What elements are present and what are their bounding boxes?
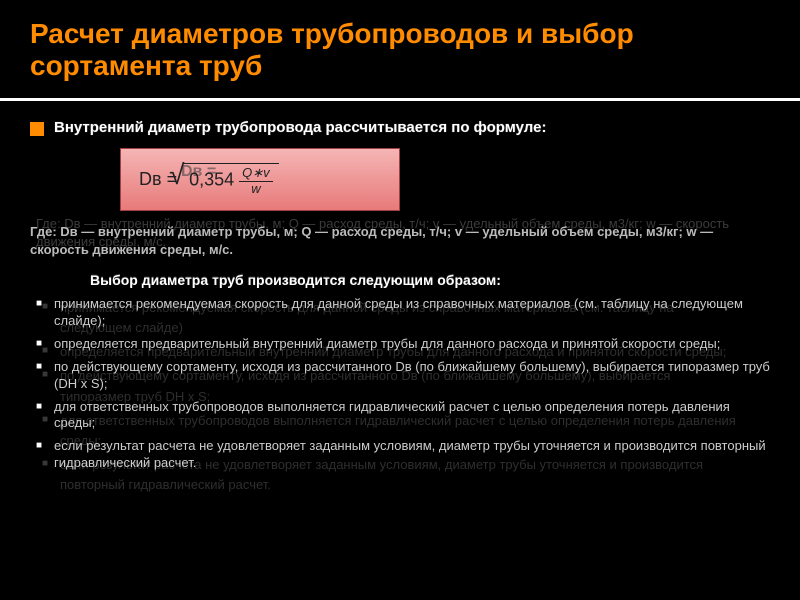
- step-text: по действующему сортаменту, исходя из ра…: [54, 359, 770, 391]
- formula-inner: Dв = √ 0,354 Q∗v w: [139, 163, 381, 196]
- step-item: для ответственных трубопроводов выполняе…: [36, 399, 770, 433]
- formula-numerator: Q∗v: [239, 166, 273, 181]
- steps-wrapper: принимается рекомендуемая скорость для д…: [30, 296, 770, 472]
- formula-coef: 0,354: [189, 170, 234, 190]
- formula-denominator: w: [248, 182, 263, 196]
- step-text: если результат расчета не удовлетворяет …: [54, 438, 766, 470]
- step-text: определяется предварительный внутренний …: [54, 336, 720, 351]
- step-text: для ответственных трубопроводов выполняе…: [54, 399, 730, 431]
- where-block: Где: Dв — внутренний диаметр трубы, м; Q…: [30, 223, 770, 258]
- content-area: Внутренний диаметр трубопровода рассчиты…: [0, 119, 800, 472]
- step-item: если результат расчета не удовлетворяет …: [36, 438, 770, 472]
- subtitle-block: Выбор диаметра труб производится следующ…: [90, 272, 770, 288]
- title-divider: [0, 98, 800, 101]
- intro-text: Внутренний диаметр трубопровода рассчиты…: [54, 119, 546, 136]
- intro-row: Внутренний диаметр трубопровода рассчиты…: [30, 119, 770, 136]
- subtitle-text: Выбор диаметра труб производится следующ…: [90, 272, 770, 288]
- steps-list: принимается рекомендуемая скорость для д…: [30, 296, 770, 472]
- step-item: определяется предварительный внутренний …: [36, 336, 770, 353]
- formula-sqrt: √ 0,354 Q∗v w: [183, 163, 279, 196]
- slide-title: Расчет диаметров трубопроводов и выбор с…: [0, 0, 800, 94]
- formula-fraction: Q∗v w: [239, 166, 273, 196]
- sqrt-bar: 0,354 Q∗v w: [183, 163, 279, 196]
- where-text: Где: Dв — внутренний диаметр трубы, м; Q…: [30, 223, 770, 258]
- bullet-square-icon: [30, 122, 44, 136]
- slide: Расчет диаметров трубопроводов и выбор с…: [0, 0, 800, 600]
- step-text: принимается рекомендуемая скорость для д…: [54, 296, 743, 328]
- formula-box: Dв = Dв = √ 0,354 Q∗v w: [120, 148, 400, 211]
- sqrt-icon: √: [169, 159, 184, 191]
- step-item: принимается рекомендуемая скорость для д…: [36, 296, 770, 330]
- step-item: по действующему сортаменту, исходя из ра…: [36, 359, 770, 393]
